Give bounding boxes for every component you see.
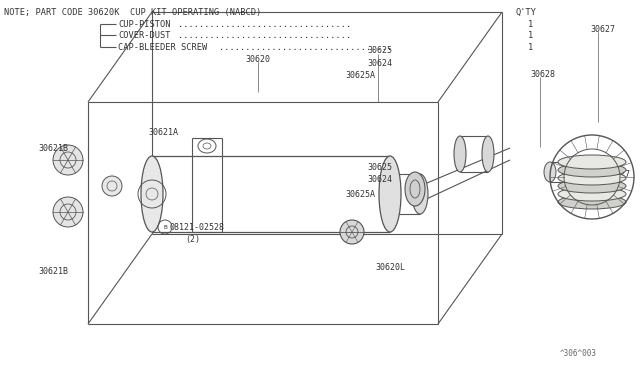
Circle shape [53,145,83,175]
Text: B: B [163,224,167,230]
Ellipse shape [558,163,626,177]
Text: 1: 1 [528,19,533,29]
Text: 30624: 30624 [367,58,392,67]
Circle shape [53,197,83,227]
Text: 30627: 30627 [605,170,630,179]
Text: CUP-PISTON: CUP-PISTON [118,19,170,29]
Text: 30625: 30625 [367,163,392,171]
Text: 30621B: 30621B [38,144,68,153]
Text: 30624: 30624 [367,174,392,183]
Ellipse shape [405,172,425,206]
Text: Q'TY: Q'TY [515,7,536,16]
Text: 30620: 30620 [245,55,270,64]
Text: 08121-02528: 08121-02528 [170,222,225,231]
Text: 1: 1 [528,31,533,39]
Text: 30625: 30625 [367,45,392,55]
Text: ^306^003: ^306^003 [560,350,597,359]
Ellipse shape [558,171,626,185]
Ellipse shape [454,136,466,172]
Text: 30620L: 30620L [375,263,405,272]
Text: 30627: 30627 [590,25,615,33]
Text: .................................: ................................. [178,31,351,39]
Text: .................................: ................................. [219,42,392,51]
Text: NOTE; PART CODE 30620K  CUP KIT OPERATING (NABCD): NOTE; PART CODE 30620K CUP KIT OPERATING… [4,7,261,16]
Ellipse shape [340,220,364,244]
Ellipse shape [558,195,626,209]
Ellipse shape [558,179,626,193]
Ellipse shape [544,162,556,182]
Text: 30621A: 30621A [148,128,178,137]
Text: .................................: ................................. [178,19,351,29]
Text: 1: 1 [528,42,533,51]
Ellipse shape [558,187,626,201]
Text: 30625A: 30625A [345,189,375,199]
Text: COVER-DUST: COVER-DUST [118,31,170,39]
Text: 30621B: 30621B [38,267,68,276]
Ellipse shape [412,174,428,214]
Ellipse shape [558,155,626,169]
Ellipse shape [379,156,401,232]
Text: CAP-BLEEDER SCREW: CAP-BLEEDER SCREW [118,42,207,51]
Ellipse shape [141,156,163,232]
Text: 30628: 30628 [530,70,555,78]
Circle shape [102,176,122,196]
Ellipse shape [482,136,494,172]
Text: 30625A: 30625A [345,71,375,80]
Text: (2): (2) [185,234,200,244]
